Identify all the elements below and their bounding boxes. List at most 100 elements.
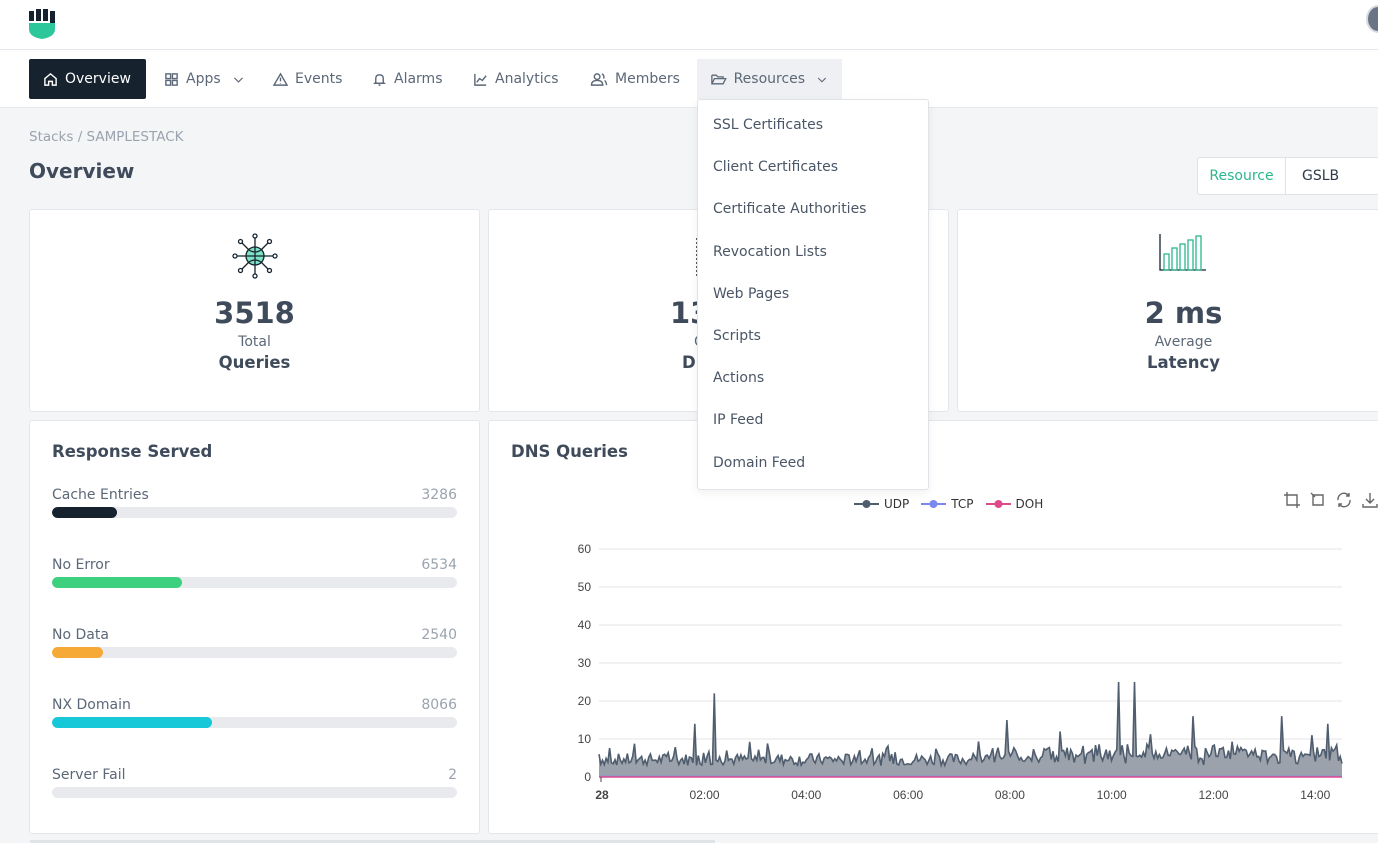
dns-queries-card: DNS Queries UDP TCP DOH 0 10 20 30 40 50 60 28 0…: [488, 420, 1378, 834]
stat-sub: Average: [1154, 334, 1213, 350]
legend-marker: [985, 500, 1011, 508]
progress-track: [52, 647, 457, 658]
nav-apps-label: Apps: [186, 71, 221, 87]
response-row-count: 2540: [421, 627, 457, 643]
progress-fill: [52, 507, 117, 518]
stat-value: 2 ms: [1144, 296, 1223, 330]
y-tick-label: 60: [578, 542, 592, 556]
resources-menu-item[interactable]: Certificate Authorities: [713, 201, 867, 218]
resources-menu-item[interactable]: Domain Feed: [713, 454, 806, 471]
nav-overview-label: Overview: [65, 71, 131, 87]
card-title: Response Served: [52, 442, 213, 461]
stat-name: Latency: [1146, 353, 1220, 372]
legend-label: UDP: [884, 497, 910, 511]
legend-label: DOH: [1015, 497, 1044, 511]
warning-icon: [273, 71, 288, 86]
x-tick-label: 08:00: [995, 788, 1025, 802]
bell-icon: [373, 73, 386, 86]
nav-overview[interactable]: Overview: [29, 59, 146, 99]
response-row-name: No Error: [52, 557, 110, 573]
stat-card-latency: 2 ms Average Latency: [957, 209, 1378, 412]
page-title: Overview: [29, 159, 135, 183]
y-tick-label: 30: [578, 656, 592, 670]
folder-open-icon: [711, 74, 727, 84]
restore-icon[interactable]: [1335, 491, 1353, 509]
top-bar: [0, 0, 1378, 50]
y-tick-label: 40: [578, 618, 592, 632]
nav-members[interactable]: Members: [576, 59, 694, 99]
user-avatar[interactable]: [1366, 5, 1378, 33]
y-tick-label: 10: [578, 732, 592, 746]
response-served-card: Response Served Cache Entries 3286 No Erro…: [29, 420, 480, 834]
y-tick-label: 20: [578, 694, 592, 708]
progress-track: [52, 507, 457, 518]
x-tick-label: 10:00: [1097, 788, 1127, 802]
home-icon: [44, 72, 57, 86]
nav-analytics[interactable]: Analytics: [459, 59, 573, 99]
resources-menu-item[interactable]: Client Certificates: [713, 159, 838, 176]
resources-menu-item[interactable]: SSL Certificates: [713, 117, 824, 133]
resource-selector[interactable]: Resource GSLB: [1197, 157, 1378, 195]
legend-item-tcp[interactable]: TCP: [921, 497, 974, 511]
response-row-name: No Data: [52, 627, 109, 643]
resources-menu-item[interactable]: Scripts: [713, 328, 761, 344]
legend-label: TCP: [951, 497, 974, 511]
legend-marker: [921, 500, 947, 508]
brand-logo-icon[interactable]: [28, 9, 56, 39]
stat-sub: Total: [238, 334, 271, 350]
breadcrumb[interactable]: Stacks / SAMPLESTACK: [29, 129, 184, 145]
nav-events[interactable]: Events: [259, 59, 356, 99]
nav-members-label: Members: [615, 71, 680, 87]
stat-name: Queries: [218, 353, 291, 372]
progress-track: [52, 577, 457, 588]
resource-selector-value[interactable]: GSLB: [1302, 168, 1340, 184]
y-tick-label: 0: [584, 770, 591, 784]
response-row-count: 6534: [421, 557, 457, 573]
response-row-count: 3286: [421, 487, 457, 503]
x-tick-label: 14:00: [1300, 788, 1330, 802]
chevron-down-icon: [817, 77, 827, 83]
horizontal-scrollbar[interactable]: [30, 840, 715, 843]
y-tick-label: 50: [578, 580, 592, 594]
nav-resources[interactable]: Resources: [697, 59, 842, 99]
users-icon: [590, 72, 608, 86]
nav-alarms-label: Alarms: [394, 71, 443, 87]
grid-icon: [165, 72, 178, 86]
x-tick-label: 04:00: [791, 788, 821, 802]
progress-fill: [52, 717, 212, 728]
resources-menu-item[interactable]: Web Pages: [713, 285, 790, 302]
response-row-name: Server Fail: [52, 767, 126, 783]
zoom-reset-icon[interactable]: [1309, 491, 1327, 509]
legend-marker: [854, 500, 879, 508]
progress-fill: [52, 647, 103, 658]
response-row-count: 8066: [421, 697, 457, 713]
stat-card-queries: 3518 Total Queries: [29, 209, 480, 412]
nav-apps[interactable]: Apps: [150, 59, 259, 99]
chart-toolbox: [1283, 491, 1378, 509]
resources-menu-item[interactable]: Actions: [713, 370, 765, 387]
response-row-name: Cache Entries: [52, 487, 149, 503]
progress-fill: [52, 577, 182, 588]
progress-track: [52, 717, 457, 728]
download-icon[interactable]: [1361, 491, 1378, 509]
resources-dropdown-menu: SSL Certificates Client Certificates Certi…: [697, 99, 929, 490]
legend-item-doh[interactable]: DOH: [985, 497, 1044, 511]
response-row-count: 2: [448, 767, 457, 783]
udp-line: [598, 681, 1343, 769]
resources-menu-item[interactable]: IP Feed: [713, 412, 764, 429]
resources-menu-item[interactable]: Revocation Lists: [713, 243, 827, 260]
chevron-down-icon: [233, 76, 243, 83]
nav-analytics-label: Analytics: [495, 71, 559, 87]
stat-value: 3518: [214, 296, 295, 330]
dns-queries-chart[interactable]: 0 10 20 30 40 50 60 28 02:00 04:00 06:00 08:00 10:00…: [489, 536, 1369, 826]
legend-item-udp[interactable]: UDP: [854, 497, 909, 511]
x-tick-label: 06:00: [893, 788, 923, 802]
main-navbar: Overview Apps Events Alarms Analytics Me…: [0, 50, 1378, 108]
nav-alarms[interactable]: Alarms: [358, 59, 457, 99]
x-tick-label: 28: [595, 788, 609, 802]
bar-chart-icon: [1159, 234, 1206, 271]
x-tick-label: 02:00: [690, 788, 720, 802]
response-row-name: NX Domain: [52, 697, 131, 713]
line-chart-icon: [474, 73, 487, 86]
zoom-icon[interactable]: [1283, 491, 1301, 509]
